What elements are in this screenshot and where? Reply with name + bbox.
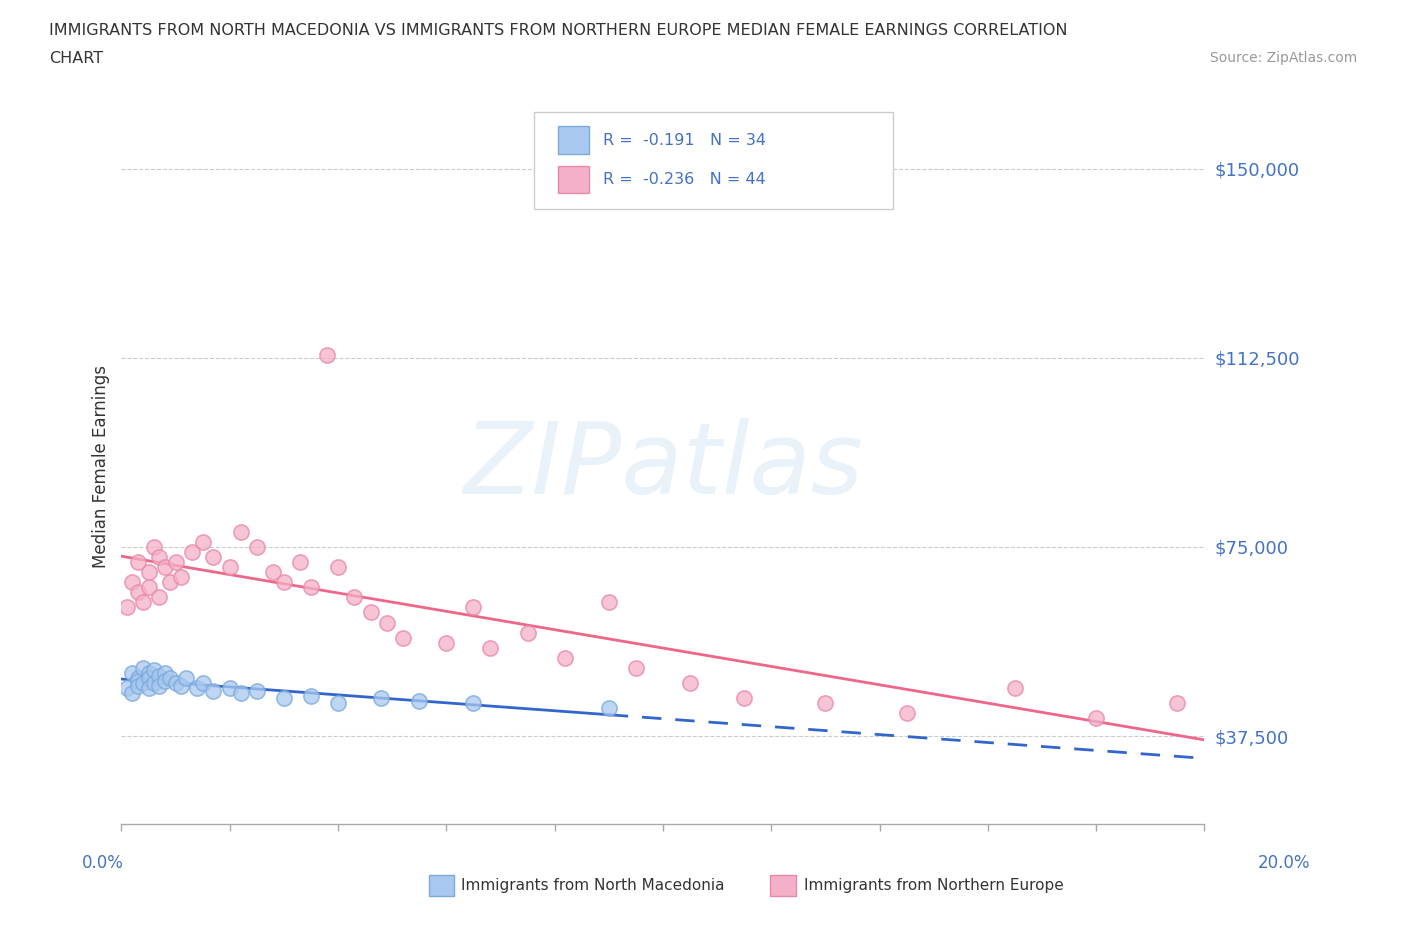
Point	[375, 615, 398, 630]
Text: ZIPatlas: ZIPatlas	[463, 418, 863, 514]
Point	[148, 590, 170, 604]
Point	[132, 595, 155, 610]
Point	[262, 565, 284, 579]
Point	[598, 701, 620, 716]
Point	[202, 550, 225, 565]
Point	[288, 554, 311, 569]
Point	[148, 668, 170, 683]
Point	[478, 641, 501, 656]
Point	[138, 681, 160, 696]
Point	[127, 671, 149, 685]
Point	[896, 706, 918, 721]
Point	[153, 666, 176, 681]
Point	[127, 585, 149, 600]
Point	[299, 579, 322, 594]
Point	[408, 694, 430, 709]
Text: CHART: CHART	[49, 51, 103, 66]
Point	[132, 676, 155, 691]
Point	[115, 681, 138, 696]
Point	[159, 575, 181, 590]
Point	[1085, 711, 1108, 725]
Point	[138, 565, 160, 579]
Point	[370, 691, 392, 706]
Point	[121, 575, 143, 590]
Point	[1004, 681, 1026, 696]
Point	[624, 660, 647, 675]
Point	[516, 625, 538, 640]
Point	[170, 570, 193, 585]
Point	[326, 696, 349, 711]
Point	[218, 681, 240, 696]
Point	[246, 539, 269, 554]
Point	[148, 550, 170, 565]
Point	[814, 696, 837, 711]
Point	[148, 678, 170, 693]
Point	[127, 673, 149, 688]
Point	[326, 560, 349, 575]
Y-axis label: Median Female Earnings: Median Female Earnings	[93, 365, 110, 567]
Point	[159, 671, 181, 685]
Point	[138, 579, 160, 594]
Point	[733, 691, 755, 706]
Point	[138, 666, 160, 681]
Point	[463, 600, 485, 615]
Point	[165, 554, 187, 569]
Text: R =  -0.191   N = 34: R = -0.191 N = 34	[603, 133, 766, 148]
Point	[127, 678, 149, 693]
Point	[176, 671, 198, 685]
Point	[463, 696, 485, 711]
Point	[165, 676, 187, 691]
Text: IMMIGRANTS FROM NORTH MACEDONIA VS IMMIGRANTS FROM NORTHERN EUROPE MEDIAN FEMALE: IMMIGRANTS FROM NORTH MACEDONIA VS IMMIG…	[49, 23, 1067, 38]
Point	[121, 666, 143, 681]
Point	[598, 595, 620, 610]
Point	[142, 676, 165, 691]
Point	[229, 685, 252, 700]
Point	[153, 673, 176, 688]
Point	[1166, 696, 1188, 711]
Text: 0.0%: 0.0%	[82, 854, 124, 872]
Point	[273, 575, 295, 590]
Point	[191, 676, 214, 691]
Point	[392, 631, 415, 645]
Point	[191, 535, 214, 550]
Point	[229, 525, 252, 539]
Point	[142, 663, 165, 678]
Point	[679, 676, 702, 691]
Point	[186, 681, 208, 696]
Text: 20.0%: 20.0%	[1258, 854, 1310, 872]
Point	[218, 560, 240, 575]
Point	[180, 544, 202, 559]
Point	[299, 688, 322, 703]
Point	[360, 605, 382, 620]
Text: Immigrants from North Macedonia: Immigrants from North Macedonia	[461, 878, 724, 893]
Point	[142, 539, 165, 554]
Point	[153, 560, 176, 575]
Point	[246, 684, 269, 698]
Point	[170, 678, 193, 693]
Text: Immigrants from Northern Europe: Immigrants from Northern Europe	[804, 878, 1064, 893]
Text: R =  -0.236   N = 44: R = -0.236 N = 44	[603, 172, 766, 187]
Point	[132, 660, 155, 675]
Point	[434, 635, 457, 650]
Point	[343, 590, 366, 604]
Point	[121, 685, 143, 700]
Point	[316, 348, 339, 363]
Point	[127, 554, 149, 569]
Point	[273, 691, 295, 706]
Point	[138, 671, 160, 685]
Point	[202, 684, 225, 698]
Text: Source: ZipAtlas.com: Source: ZipAtlas.com	[1209, 51, 1357, 65]
Point	[115, 600, 138, 615]
Point	[554, 650, 576, 665]
